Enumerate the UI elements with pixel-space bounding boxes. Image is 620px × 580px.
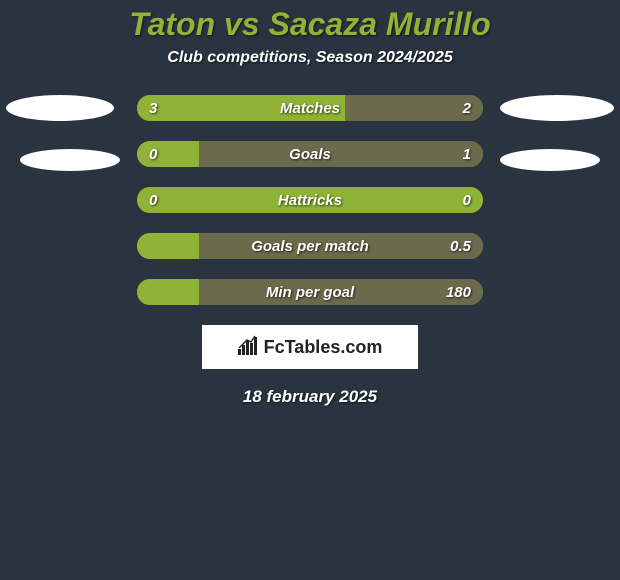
- stat-bar: 3Matches2: [137, 95, 483, 121]
- stat-bar-label: Goals: [137, 141, 483, 167]
- brand-text: FcTables.com: [264, 337, 383, 358]
- stat-bar-label: Min per goal: [137, 279, 483, 305]
- stat-bar: 0Hattricks0: [137, 187, 483, 213]
- stat-bar-label: Hattricks: [137, 187, 483, 213]
- stat-bar-value-right: 0.5: [450, 233, 471, 259]
- footer-date: 18 february 2025: [0, 387, 620, 407]
- brand-box: FcTables.com: [202, 325, 418, 369]
- brand-chart-icon: [238, 335, 260, 360]
- stats-area: 3Matches20Goals10Hattricks0Goals per mat…: [0, 95, 620, 305]
- stat-bars: 3Matches20Goals10Hattricks0Goals per mat…: [137, 95, 483, 305]
- player-right-ellipse-1: [500, 95, 614, 121]
- stat-bar-label: Goals per match: [137, 233, 483, 259]
- stat-bar-label: Matches: [137, 95, 483, 121]
- page-subtitle: Club competitions, Season 2024/2025: [0, 49, 620, 67]
- player-right-ellipse-2: [500, 149, 600, 171]
- player-left-ellipse-1: [6, 95, 114, 121]
- stat-bar: Min per goal180: [137, 279, 483, 305]
- stat-bar: Goals per match0.5: [137, 233, 483, 259]
- page-title: Taton vs Sacaza Murillo: [0, 0, 620, 43]
- stat-bar: 0Goals1: [137, 141, 483, 167]
- stat-bar-value-right: 0: [463, 187, 471, 213]
- player-left-ellipse-2: [20, 149, 120, 171]
- stat-bar-value-right: 180: [446, 279, 471, 305]
- stat-bar-value-right: 2: [463, 95, 471, 121]
- stat-bar-value-right: 1: [463, 141, 471, 167]
